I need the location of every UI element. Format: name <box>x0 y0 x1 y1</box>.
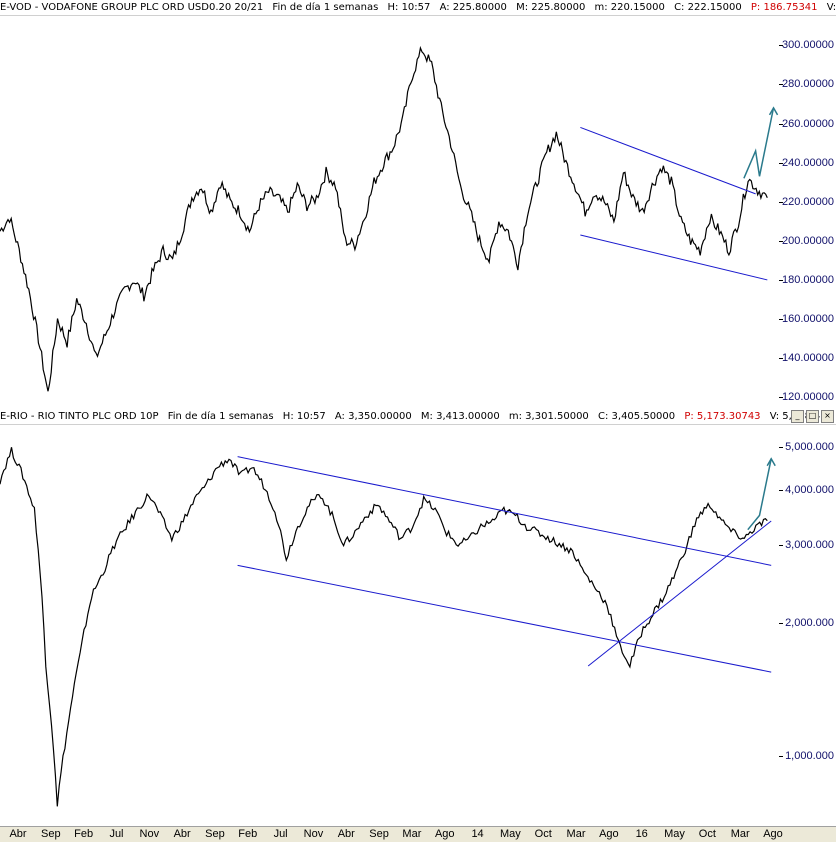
x-tick-label: Abr <box>173 828 191 840</box>
rio-period: Fin de día 1 semanas <box>167 411 274 422</box>
x-tick-label: Oct <box>698 828 716 840</box>
x-tick-label: Sep <box>41 828 61 840</box>
vod-price-axis: 300.00000 280.00000 260.00000 240.00000 220.… <box>779 16 836 407</box>
x-tick-label: May <box>500 828 521 840</box>
x-tick-label: Abr <box>337 828 355 840</box>
x-tick-label: Ago <box>599 828 619 840</box>
x-tick-label: Oct <box>534 828 552 840</box>
vod-low: m: 220.15000 <box>594 2 665 13</box>
y-tick-label: 300.00000 <box>782 39 834 52</box>
vod-panel-header: E-VOD - VODAFONE GROUP PLC ORD USD0.20 2… <box>0 0 836 16</box>
vod-symbol: E-VOD - VODAFONE GROUP PLC ORD USD0.20 2… <box>0 2 264 13</box>
y-tick-label: 4,000.000 <box>785 483 834 496</box>
arrowhead-icon <box>768 106 779 116</box>
rio-p-value: P: 5,173.30743 <box>684 411 761 422</box>
x-tick-label: Ago <box>763 828 783 840</box>
y-tick-mark <box>779 319 783 321</box>
y-tick-label: 260.00000 <box>782 117 834 130</box>
x-tick-label: 14 <box>471 828 484 840</box>
y-tick-mark <box>779 84 783 86</box>
rio-time: H: 10:57 <box>282 411 326 422</box>
x-tick-label: Nov <box>139 828 160 840</box>
rio-plot-area[interactable] <box>0 425 779 825</box>
y-tick-label: 180.00000 <box>782 273 834 286</box>
y-tick-label: 120.00000 <box>782 391 834 404</box>
x-tick-label: Feb <box>74 828 94 840</box>
y-tick-label: 280.00000 <box>782 78 834 91</box>
x-tick-label: Sep <box>205 828 225 840</box>
trendline-support <box>587 520 772 667</box>
y-tick-mark <box>779 201 783 203</box>
projection-arrow <box>747 458 772 531</box>
close-icon[interactable]: × <box>821 410 834 423</box>
y-tick-mark <box>779 623 783 625</box>
y-tick-mark <box>779 397 783 399</box>
x-tick-label: Mar <box>566 828 586 840</box>
vod-plot-area[interactable] <box>0 16 779 407</box>
x-tick-label: Abr <box>9 828 27 840</box>
x-tick-label: May <box>664 828 685 840</box>
date-axis: Abr Sep Feb Jul Nov Abr Sep Feb Jul Nov Abr Sep Mar A… <box>0 826 836 842</box>
x-tick-label: Nov <box>303 828 324 840</box>
y-tick-label: 220.00000 <box>782 195 834 208</box>
price-series-line <box>0 447 768 807</box>
vod-volume: V: <box>826 2 836 13</box>
x-tick-label: Ago <box>434 828 455 840</box>
x-tick-label: Jul <box>273 828 288 840</box>
panel-window-buttons: _ □ × <box>791 410 834 423</box>
y-tick-mark <box>779 545 783 547</box>
vod-period: Fin de día 1 semanas <box>272 2 379 13</box>
x-tick-label: Mar <box>730 828 750 840</box>
rio-low: m: 3,301.50000 <box>508 411 589 422</box>
y-tick-mark <box>779 240 783 242</box>
rio-open: A: 3,350.00000 <box>334 411 412 422</box>
x-tick-label: Jul <box>109 828 124 840</box>
y-tick-label: 1,000.000 <box>785 750 834 763</box>
y-tick-mark <box>779 279 783 281</box>
y-tick-mark <box>779 358 783 360</box>
x-tick-label: 16 <box>635 828 648 840</box>
rio-price-axis: 5,000.000 4,000.000 3,000.000 2,000.000 1,00… <box>779 425 836 825</box>
trendline-channel-lower <box>580 234 768 281</box>
trendline-channel-upper <box>580 126 756 195</box>
vod-price-chart <box>0 45 779 392</box>
x-tick-label: Mar <box>402 828 422 840</box>
rio-panel-header: E-RIO - RIO TINTO PLC ORD 10P Fin de día… <box>0 409 836 425</box>
vod-close: C: 222.15000 <box>674 2 742 13</box>
rio-price-chart <box>0 447 776 807</box>
y-tick-label: 3,000.000 <box>785 539 834 552</box>
y-tick-mark <box>779 45 783 47</box>
y-tick-mark <box>779 489 783 491</box>
vod-time: H: 10:57 <box>387 2 431 13</box>
y-tick-mark <box>779 756 783 758</box>
projection-arrow <box>743 107 775 179</box>
y-tick-label: 200.00000 <box>782 234 834 247</box>
y-tick-label: 160.00000 <box>782 313 834 326</box>
x-tick-label: Sep <box>369 828 389 840</box>
price-series-line <box>0 45 768 392</box>
minimize-icon[interactable]: _ <box>791 410 804 423</box>
x-tick-label: Feb <box>238 828 258 840</box>
vod-p-value: P: 186.75341 <box>750 2 818 13</box>
vod-open: A: 225.80000 <box>439 2 507 13</box>
y-tick-label: 140.00000 <box>782 352 834 365</box>
y-tick-label: 240.00000 <box>782 156 834 169</box>
arrowhead-icon <box>766 457 776 467</box>
vod-high: M: 225.80000 <box>516 2 586 13</box>
y-tick-label: 2,000.000 <box>785 617 834 630</box>
rio-close: C: 3,405.50000 <box>598 411 676 422</box>
trendline-channel-lower <box>237 564 772 673</box>
y-tick-mark <box>779 123 783 125</box>
y-tick-label: 5,000.000 <box>785 440 834 453</box>
maximize-icon[interactable]: □ <box>806 410 819 423</box>
y-tick-mark <box>779 162 783 164</box>
trendline-channel-upper <box>237 456 772 566</box>
rio-symbol: E-RIO - RIO TINTO PLC ORD 10P <box>0 411 159 422</box>
rio-high: M: 3,413.00000 <box>420 411 500 422</box>
y-tick-mark <box>779 446 783 448</box>
